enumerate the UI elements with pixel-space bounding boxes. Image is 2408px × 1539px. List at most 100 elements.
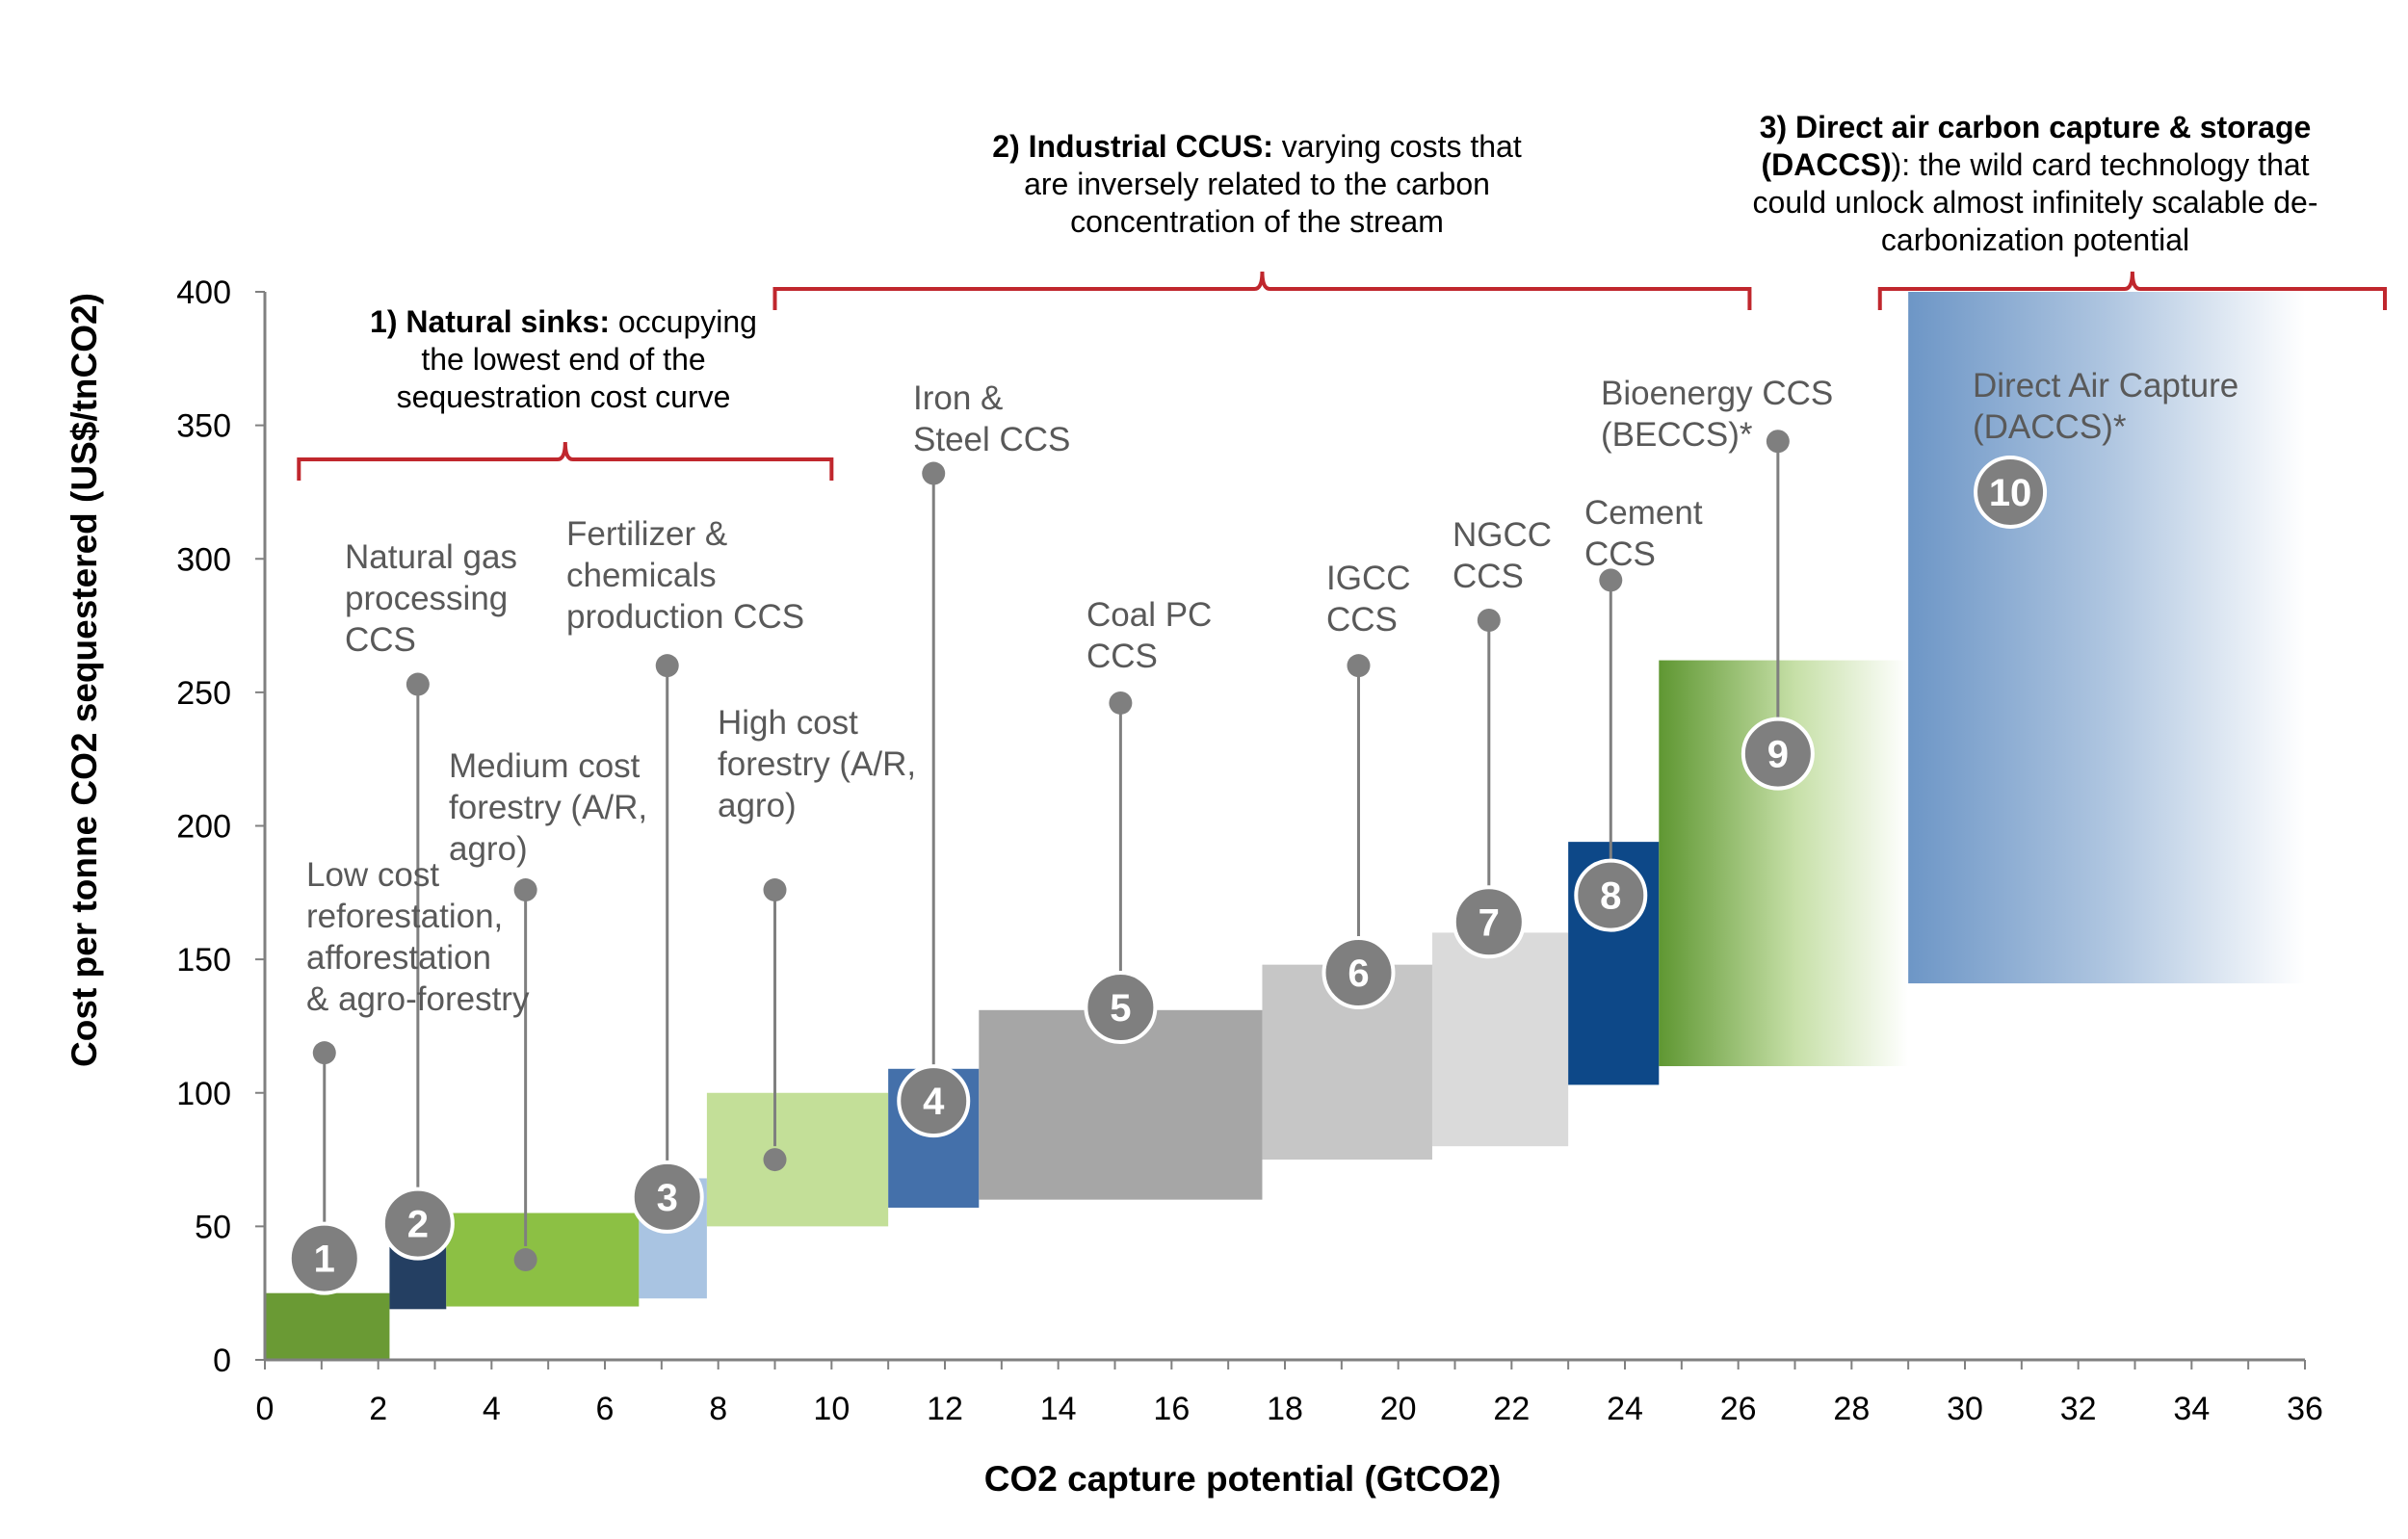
x-tick-label: 30 xyxy=(1947,1391,1983,1427)
badge-10 xyxy=(1974,455,2048,529)
y-tick-label: 250 xyxy=(176,675,231,712)
y-tick-label: 400 xyxy=(176,274,231,311)
group-heading-text: the lowest end of the xyxy=(421,342,705,377)
y-tick-label: 100 xyxy=(176,1076,231,1112)
badge-6 xyxy=(1322,935,1396,1009)
y-axis-title: Cost per tonne CO2 sequestered (US$/tnCO… xyxy=(65,293,104,1067)
group-heading-line: (DACCS)): the wild card technology that xyxy=(1761,147,2309,182)
group-heading-text: are inversely related to the carbon xyxy=(1024,167,1490,201)
marker-dot-6 xyxy=(1347,654,1371,678)
group-bracket-2 xyxy=(772,271,1752,310)
group-heading-text: sequestration cost curve xyxy=(397,379,731,414)
group-heading-text: occupying xyxy=(610,304,757,339)
group-heading-text: carbonization potential xyxy=(1881,222,2189,257)
marker-dot-4 xyxy=(922,461,946,485)
x-tick-label: 0 xyxy=(256,1391,275,1427)
bar-label-5: Coal PC CCS xyxy=(1086,596,1212,675)
markers-layer: 1 2 3 4 5 6 7 8 9 10 xyxy=(287,430,2048,1295)
bar-label-line: Direct Air Capture xyxy=(1973,367,2238,404)
marker-dot-M xyxy=(513,878,537,902)
badge-9 xyxy=(1741,717,1815,791)
bar-label-line: forestry (A/R, xyxy=(449,789,647,826)
bar-label-line: (BECCS)* xyxy=(1601,416,1753,454)
group-bracket-3 xyxy=(1877,271,2387,310)
x-tick-label: 12 xyxy=(927,1391,963,1427)
x-tick-label: 28 xyxy=(1833,1391,1870,1427)
marker-dot-1 xyxy=(312,1041,336,1065)
x-tick-label: 2 xyxy=(369,1391,387,1427)
marker-end-dot-H xyxy=(763,1148,787,1172)
bar-label-line: reforestation, xyxy=(306,898,503,935)
groups-layer: 1) Natural sinks: occupying the lowest en… xyxy=(297,110,2387,481)
x-tick-label: 24 xyxy=(1607,1391,1643,1427)
x-tick-label: 16 xyxy=(1153,1391,1190,1427)
bar-label-line: CCS xyxy=(1086,638,1158,675)
group-heading-3: 3) Direct air carbon capture & storage (D… xyxy=(1753,110,2318,257)
bar-label-line: production CCS xyxy=(566,598,804,636)
group-bracket-1 xyxy=(297,441,834,481)
x-tick-label: 10 xyxy=(813,1391,850,1427)
bar-label-line: Bioenergy CCS xyxy=(1601,375,1833,412)
y-tick-label: 200 xyxy=(176,809,231,846)
group-heading-text: could unlock almost infinitely scalable … xyxy=(1753,185,2318,220)
x-tick-label: 32 xyxy=(2060,1391,2097,1427)
bar-H xyxy=(706,1092,889,1227)
group-heading-text: ): the wild card technology that xyxy=(1892,147,2310,182)
group-heading-text: concentration of the stream xyxy=(1070,204,1444,239)
bar-label-line: CCS xyxy=(345,621,416,659)
badge-number-3: 3 xyxy=(657,1177,678,1219)
badge-number-5: 5 xyxy=(1110,987,1131,1030)
bar-label-line: CCS xyxy=(1453,558,1524,595)
badge-number-1: 1 xyxy=(314,1239,335,1281)
badge-1 xyxy=(287,1221,361,1295)
badge-2 xyxy=(380,1187,455,1261)
badge-7 xyxy=(1452,885,1526,959)
bar-label-6: IGCC CCS xyxy=(1326,560,1411,639)
badge-number-7: 7 xyxy=(1479,901,1500,944)
bar-label-line: afforestation xyxy=(306,939,491,977)
x-tick-label: 18 xyxy=(1267,1391,1303,1427)
bar-label-line: NGCC xyxy=(1453,516,1552,554)
bar-label-3: Fertilizer & chemicals production CCS xyxy=(566,515,804,636)
marker-dot-7 xyxy=(1477,609,1501,633)
bar-label-7: NGCC CCS xyxy=(1453,516,1552,595)
y-tick-label: 50 xyxy=(195,1209,231,1245)
bar-label-line: agro) xyxy=(718,787,797,824)
marker-dot-8 xyxy=(1599,568,1623,592)
bar-label-line: chemicals xyxy=(566,557,717,594)
marker-dot-3 xyxy=(655,654,679,678)
group-heading-2: 2) Industrial CCUS: varying costs that ar… xyxy=(992,129,1522,239)
bar-label-line: (DACCS)* xyxy=(1973,408,2127,446)
bar-label-1: Low cost reforestation, afforestation & agr… xyxy=(306,856,530,1018)
bar-label-line: Steel CCS xyxy=(913,421,1070,458)
bar-label-8: Cement CCS xyxy=(1584,494,1703,573)
bar-label-line: Coal PC xyxy=(1086,596,1212,634)
group-heading-bold: (DACCS) xyxy=(1761,147,1891,182)
marker-dot-5 xyxy=(1109,691,1133,715)
bar-label-line: Cement xyxy=(1584,494,1703,532)
marker-dot-9 xyxy=(1766,430,1790,454)
badge-number-6: 6 xyxy=(1348,952,1369,995)
marker-dot-H xyxy=(763,878,787,902)
badge-8 xyxy=(1574,858,1648,932)
axes-layer: CO2 capture potential (GtCO2) Cost per t… xyxy=(65,274,2323,1499)
y-tick-label: 0 xyxy=(213,1343,231,1379)
badge-4 xyxy=(897,1064,971,1138)
x-axis-title: CO2 capture potential (GtCO2) xyxy=(984,1459,1502,1499)
x-tick-label: 34 xyxy=(2173,1391,2210,1427)
y-tick-label: 350 xyxy=(176,408,231,445)
badge-number-10: 10 xyxy=(1989,472,2032,514)
badge-5 xyxy=(1084,971,1158,1045)
marker-end-dot-M xyxy=(513,1248,537,1272)
group-heading-text: varying costs that xyxy=(1273,129,1522,164)
badge-3 xyxy=(630,1160,704,1234)
bar-label-H: High cost forestry (A/R, agro) xyxy=(718,704,916,824)
group-heading-bold: 1) Natural sinks: xyxy=(370,304,610,339)
bar-label-M: Medium cost forestry (A/R, agro) xyxy=(449,747,647,868)
bar-10 xyxy=(1908,292,2305,984)
x-tick-label: 6 xyxy=(596,1391,615,1427)
bar-label-line: & agro-forestry xyxy=(306,980,530,1018)
x-tick-label: 20 xyxy=(1380,1391,1417,1427)
labels-layer: Low cost reforestation, afforestation & agr… xyxy=(306,367,2238,1018)
y-tick-label: 300 xyxy=(176,541,231,578)
